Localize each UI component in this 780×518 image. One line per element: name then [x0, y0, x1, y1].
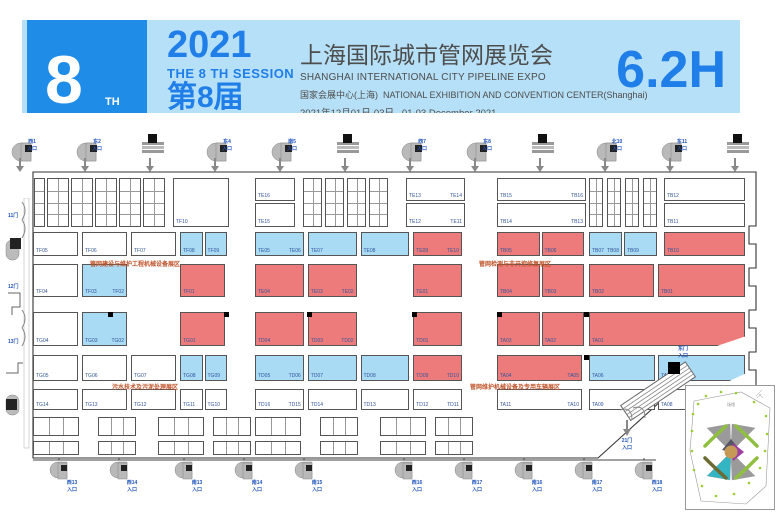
svg-text:21门: 21门	[622, 437, 633, 444]
svg-text:入口: 入口	[622, 445, 632, 451]
svg-text:场馆: 场馆	[727, 401, 735, 407]
